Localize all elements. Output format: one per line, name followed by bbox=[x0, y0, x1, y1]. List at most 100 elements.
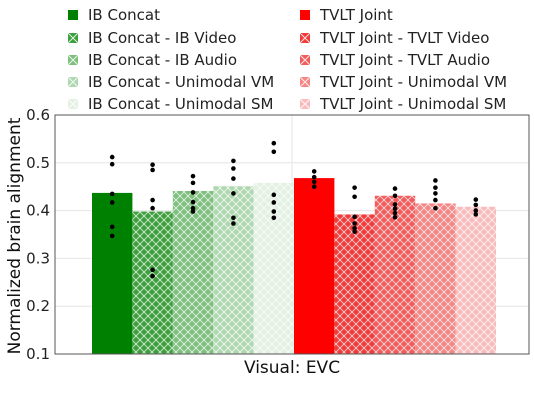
legend-swatch-hatch bbox=[299, 32, 311, 44]
data-point bbox=[392, 193, 398, 199]
y-tick-label: 0.2 bbox=[26, 297, 50, 315]
data-point bbox=[271, 192, 277, 198]
y-tick-label: 0.1 bbox=[26, 345, 50, 363]
data-point bbox=[352, 214, 357, 220]
data-point bbox=[150, 273, 155, 279]
data-point bbox=[231, 221, 236, 226]
data-point bbox=[150, 267, 155, 273]
legend-label: TVLT Joint bbox=[319, 6, 393, 24]
data-point bbox=[231, 176, 236, 181]
legend-label: TVLT Joint - TVLT Video bbox=[319, 29, 489, 47]
data-point bbox=[392, 202, 398, 207]
data-point bbox=[473, 202, 479, 208]
data-point bbox=[271, 200, 277, 205]
bar-hatch bbox=[172, 191, 214, 354]
bar-hatch bbox=[374, 195, 416, 354]
y-axis-label: Normalized brain alignment bbox=[5, 117, 25, 354]
data-point bbox=[271, 215, 277, 221]
legend-swatch-hatch bbox=[67, 32, 79, 44]
data-point bbox=[392, 186, 398, 191]
plot-area: 0.1 0.2 0.3 0.4 0.5 0.6 bbox=[26, 106, 530, 363]
data-point bbox=[150, 205, 155, 211]
legend-swatch bbox=[300, 10, 310, 20]
legend-label: IB Concat - IB Audio bbox=[88, 51, 237, 69]
y-axis-ticks: 0.1 0.2 0.3 0.4 0.5 0.6 bbox=[26, 106, 50, 363]
data-point bbox=[150, 162, 155, 168]
data-point bbox=[109, 161, 115, 167]
data-point bbox=[352, 225, 357, 231]
legend-swatch-hatch bbox=[299, 54, 311, 66]
data-point bbox=[311, 184, 317, 189]
bar-hatch bbox=[132, 211, 173, 354]
bar bbox=[92, 192, 133, 354]
bar-hatch bbox=[415, 203, 456, 354]
data-point bbox=[109, 200, 115, 205]
data-point bbox=[433, 191, 438, 196]
data-point bbox=[190, 173, 196, 179]
bar-hatch bbox=[213, 186, 254, 354]
data-point bbox=[352, 229, 357, 234]
legend-label: TVLT Joint - Unimodal SM bbox=[319, 95, 506, 113]
data-point bbox=[352, 221, 357, 226]
data-point bbox=[190, 209, 196, 214]
data-point bbox=[311, 179, 317, 185]
data-point bbox=[433, 205, 438, 211]
data-points bbox=[109, 140, 479, 279]
data-point bbox=[433, 197, 438, 203]
data-point bbox=[190, 205, 196, 211]
data-point bbox=[190, 180, 196, 186]
data-point bbox=[392, 210, 398, 216]
legend-label: IB Concat bbox=[88, 6, 160, 24]
legend: IB Concat IB Concat - IB Video IB Concat -… bbox=[67, 6, 507, 113]
bar-hatch bbox=[455, 206, 496, 354]
data-point bbox=[190, 199, 196, 205]
data-point bbox=[473, 208, 479, 213]
y-tick-label: 0.6 bbox=[26, 106, 50, 124]
data-point bbox=[231, 166, 236, 171]
data-point bbox=[231, 158, 236, 164]
data-point bbox=[231, 191, 236, 196]
y-tick-label: 0.4 bbox=[26, 202, 50, 220]
y-tick-label: 0.5 bbox=[26, 154, 50, 172]
data-point bbox=[392, 206, 398, 211]
data-point bbox=[231, 215, 236, 221]
legend-label: IB Concat - Unimodal VM bbox=[88, 73, 274, 91]
bar-hatch bbox=[334, 214, 375, 354]
data-point bbox=[190, 190, 196, 195]
plot-border bbox=[54, 114, 530, 355]
legend-label: IB Concat - Unimodal SM bbox=[88, 95, 273, 113]
data-point bbox=[311, 169, 317, 174]
data-point bbox=[109, 191, 115, 197]
legend-swatch-hatch bbox=[67, 54, 79, 66]
data-point bbox=[473, 212, 479, 217]
data-point bbox=[150, 197, 155, 203]
data-point bbox=[352, 185, 357, 190]
data-point bbox=[109, 233, 115, 239]
data-point bbox=[271, 140, 277, 146]
legend-swatch bbox=[68, 10, 78, 20]
y-tick-label: 0.3 bbox=[26, 249, 50, 267]
data-point bbox=[392, 214, 398, 220]
data-point bbox=[352, 194, 357, 200]
legend-label: TVLT Joint - Unimodal VM bbox=[319, 73, 507, 91]
bar bbox=[294, 178, 335, 354]
data-point bbox=[433, 178, 438, 183]
data-point bbox=[271, 149, 277, 155]
data-point bbox=[109, 154, 115, 160]
legend-swatch-hatch bbox=[299, 98, 311, 110]
data-point bbox=[109, 224, 115, 230]
data-point bbox=[150, 167, 155, 173]
data-point bbox=[311, 174, 317, 180]
data-point bbox=[473, 197, 479, 202]
x-axis-label: Visual: EVC bbox=[244, 358, 340, 378]
bars bbox=[92, 178, 496, 354]
legend-swatch-hatch bbox=[299, 76, 311, 88]
data-point bbox=[271, 209, 277, 214]
legend-swatch-hatch bbox=[67, 98, 79, 110]
bar-hatch bbox=[253, 182, 294, 354]
legend-label: TVLT Joint - TVLT Audio bbox=[319, 51, 490, 69]
legend-swatch-hatch bbox=[67, 76, 79, 88]
data-point bbox=[433, 185, 438, 190]
legend-label: IB Concat - IB Video bbox=[88, 29, 236, 47]
